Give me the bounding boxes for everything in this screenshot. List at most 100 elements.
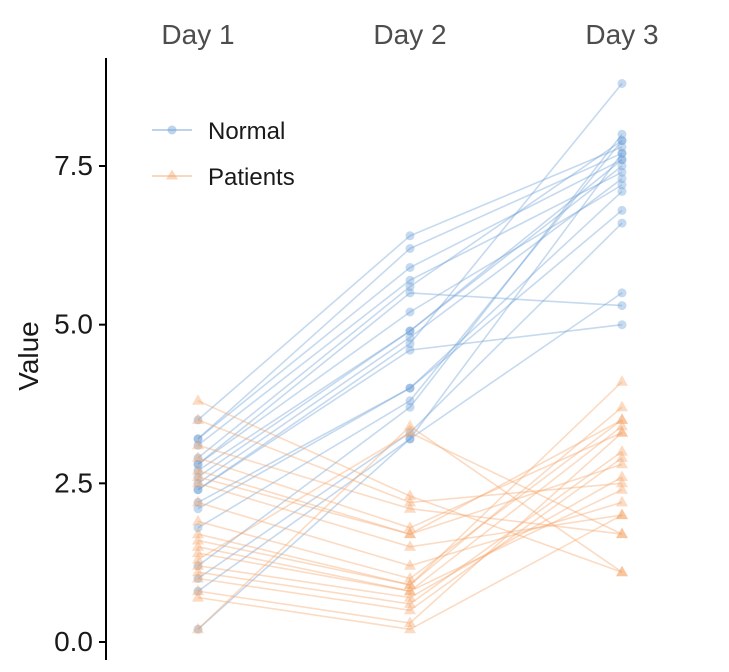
data-point-normal	[405, 282, 415, 292]
data-point-patients	[192, 413, 204, 424]
data-point-patients	[616, 476, 628, 488]
data-point-patients	[616, 527, 628, 539]
data-point-normal	[617, 174, 627, 184]
y-axis-ticks: 0.0 2.5 5.0 7.5	[54, 150, 106, 657]
data-point-normal	[617, 148, 627, 158]
data-point-normal	[617, 148, 627, 158]
data-point-patients	[192, 514, 204, 526]
data-point-patients	[192, 451, 204, 462]
series-line-patients	[197, 381, 623, 586]
data-point-normal	[405, 275, 415, 285]
data-point-normal	[617, 205, 627, 215]
data-point-normal	[193, 561, 203, 571]
data-point-normal	[193, 478, 203, 488]
data-point-normal	[405, 383, 415, 393]
data-point-normal	[405, 339, 415, 349]
series-line-patients	[197, 482, 623, 548]
y-tick-label: 5.0	[54, 309, 93, 340]
series-line-patients	[197, 476, 623, 599]
data-point-normal	[193, 624, 203, 634]
series-line-normal	[197, 292, 623, 465]
y-axis-title: Value	[13, 321, 44, 391]
data-point-patients	[404, 584, 416, 596]
plot-area	[192, 79, 628, 634]
data-point-patients	[192, 584, 204, 596]
data-point-patients	[404, 578, 416, 589]
data-point-patients	[404, 603, 416, 615]
data-point-patients	[192, 527, 204, 539]
series-line-normal	[197, 190, 623, 504]
data-point-patients	[404, 559, 416, 570]
data-point-patients	[404, 502, 416, 513]
series-line-patients	[197, 514, 623, 631]
data-point-patients	[192, 591, 204, 602]
series-line-patients	[197, 406, 623, 586]
series-line-normal	[197, 209, 623, 510]
series-line-normal	[197, 171, 623, 446]
data-point-patients	[616, 527, 628, 539]
data-point-normal	[193, 472, 203, 482]
data-point-patients	[616, 470, 628, 481]
series-line-normal	[197, 133, 623, 567]
data-point-patients	[616, 419, 628, 431]
legend: Normal Patients	[152, 118, 295, 191]
data-point-normal	[193, 453, 203, 463]
data-point-normal	[193, 504, 203, 514]
data-point-normal	[617, 136, 627, 146]
data-point-normal	[617, 136, 627, 146]
data-point-normal	[617, 161, 627, 171]
data-point-normal	[193, 497, 203, 507]
data-point-patients	[404, 578, 416, 589]
data-point-normal	[617, 180, 627, 190]
x-category-label-day-1: Day 1	[161, 19, 234, 50]
data-point-patients	[404, 521, 416, 532]
data-point-patients	[404, 597, 416, 608]
series-line-patients	[197, 419, 623, 535]
data-point-normal	[193, 415, 203, 425]
data-point-normal	[617, 167, 627, 177]
data-point-patients	[192, 572, 204, 583]
data-point-patients	[404, 616, 416, 627]
facet-labels: Day 1 Day 2 Day 3	[161, 19, 658, 50]
data-point-normal	[405, 434, 415, 444]
data-point-patients	[616, 426, 628, 437]
data-point-patients	[616, 426, 628, 437]
series-patients	[192, 375, 628, 634]
data-point-patients	[404, 495, 416, 507]
data-point-normal	[617, 129, 627, 139]
legend-item-patients: Patients	[152, 164, 295, 191]
data-point-normal	[617, 218, 627, 228]
data-point-patients	[404, 591, 416, 602]
data-point-normal	[405, 428, 415, 438]
data-point-normal	[193, 434, 203, 444]
legend-label-normal: Normal	[208, 118, 285, 145]
data-point-normal	[193, 466, 203, 476]
series-line-patients	[197, 463, 623, 535]
data-point-patients	[616, 413, 628, 424]
data-point-normal	[193, 574, 203, 583]
data-point-normal	[617, 155, 627, 165]
data-point-patients	[616, 508, 628, 520]
data-point-normal	[617, 186, 627, 196]
data-point-normal	[193, 434, 203, 444]
data-point-patients	[616, 508, 628, 520]
series-line-normal	[197, 82, 623, 491]
data-point-normal	[405, 383, 415, 393]
data-point-patients	[192, 464, 204, 475]
series-line-normal	[197, 152, 623, 630]
data-point-patients	[616, 413, 628, 424]
data-point-patients	[616, 451, 628, 462]
data-point-normal	[193, 485, 203, 495]
data-point-patients	[616, 457, 628, 469]
data-point-normal	[405, 244, 415, 253]
series-normal	[193, 79, 627, 634]
data-point-patients	[192, 540, 204, 551]
series-line-normal	[197, 146, 623, 421]
data-point-patients	[616, 495, 628, 507]
data-point-normal	[405, 326, 415, 336]
series-line-patients	[197, 431, 623, 561]
series-line-patients	[197, 432, 623, 624]
series-line-normal	[197, 323, 623, 491]
data-point-normal	[405, 307, 415, 317]
data-point-patients	[404, 527, 416, 539]
